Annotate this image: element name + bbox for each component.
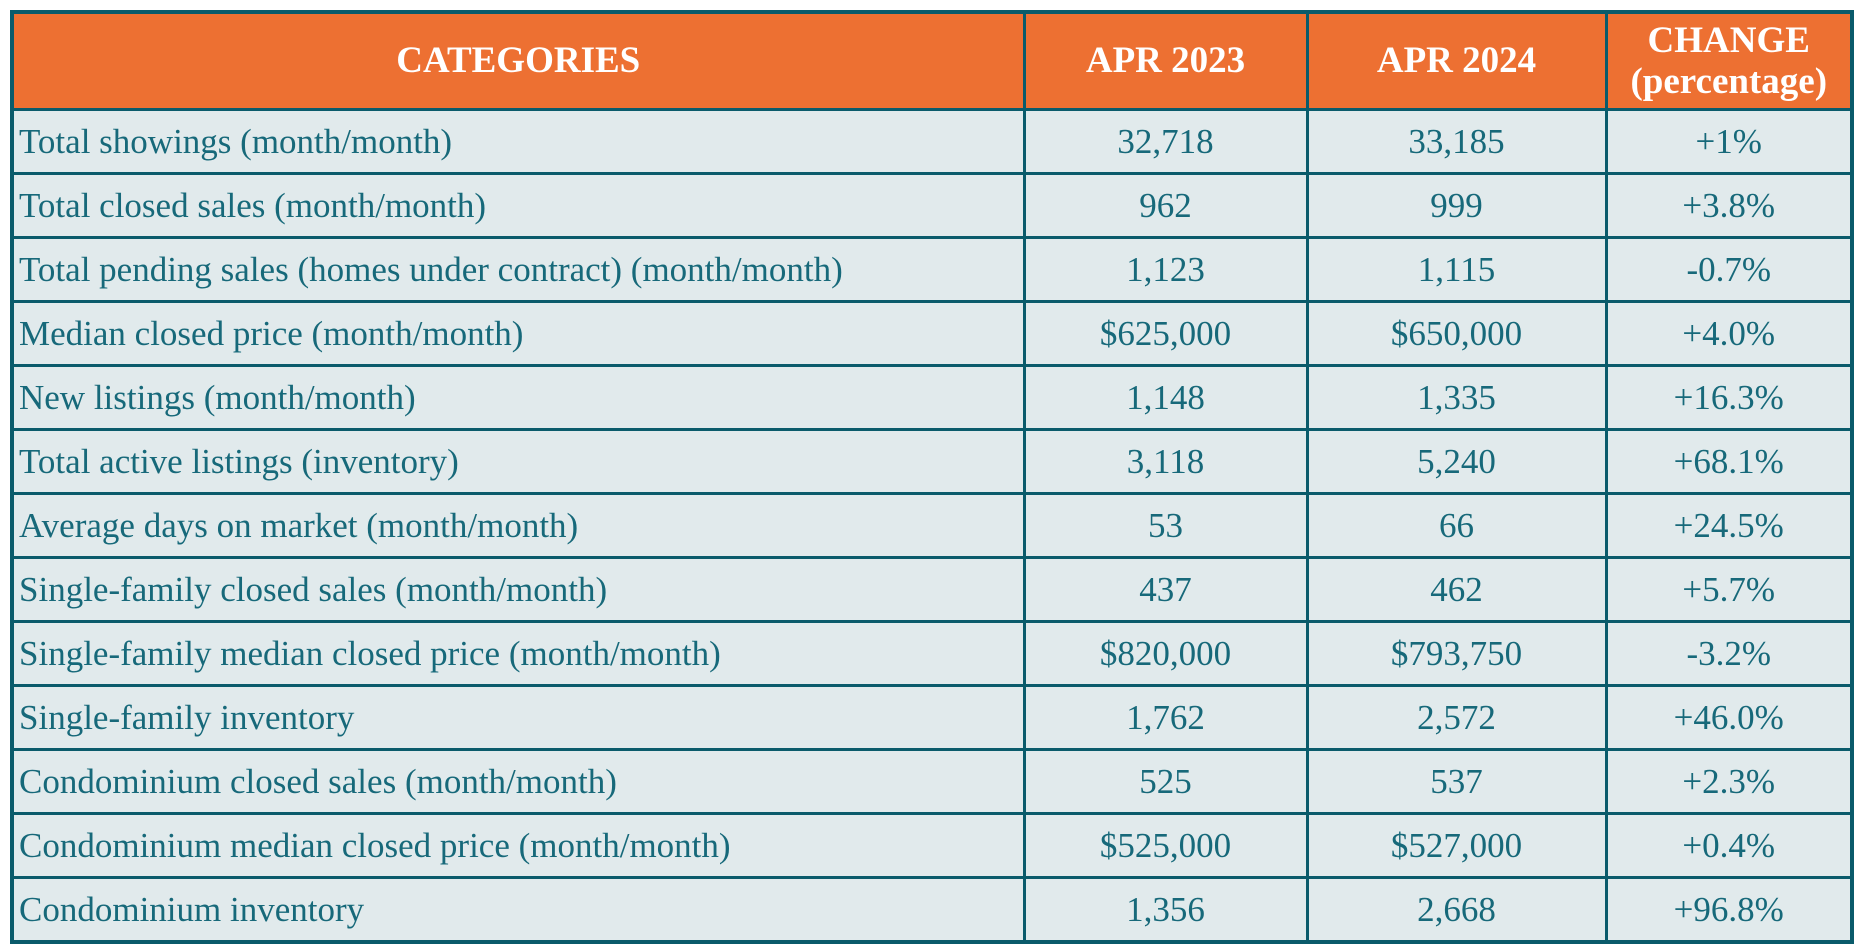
apr-2023-cell: $625,000	[1022, 300, 1309, 367]
table-row: Total pending sales (homes under contrac…	[10, 236, 1854, 303]
table-row: Condominium inventory 1,356 2,668 +96.8%	[10, 876, 1854, 944]
header-row: CATEGORIES APR 2023 APR 2024 CHANGE (per…	[10, 10, 1854, 111]
table-row: Condominium median closed price (month/m…	[10, 812, 1854, 879]
table-row: Single-family closed sales (month/month)…	[10, 556, 1854, 623]
column-header-change: CHANGE (percentage)	[1604, 10, 1854, 111]
apr-2024-cell: $793,750	[1305, 620, 1608, 687]
apr-2023-cell: 3,118	[1022, 428, 1309, 495]
table-row: Single-family inventory 1,762 2,572 +46.…	[10, 684, 1854, 751]
column-header-apr-2024: APR 2024	[1305, 10, 1608, 111]
table-row: Median closed price (month/month) $625,0…	[10, 300, 1854, 367]
change-cell: -3.2%	[1604, 620, 1854, 687]
category-cell: Median closed price (month/month)	[10, 300, 1026, 367]
category-cell: Single-family median closed price (month…	[10, 620, 1026, 687]
apr-2024-cell: 537	[1305, 748, 1608, 815]
table-row: Total active listings (inventory) 3,118 …	[10, 428, 1854, 495]
change-cell: +4.0%	[1604, 300, 1854, 367]
apr-2023-cell: $820,000	[1022, 620, 1309, 687]
table-header: CATEGORIES APR 2023 APR 2024 CHANGE (per…	[10, 10, 1854, 111]
apr-2023-cell: 32,718	[1022, 108, 1309, 175]
apr-2024-cell: 33,185	[1305, 108, 1608, 175]
change-cell: +16.3%	[1604, 364, 1854, 431]
change-cell: +96.8%	[1604, 876, 1854, 944]
table-row: Total showings (month/month) 32,718 33,1…	[10, 108, 1854, 175]
apr-2023-cell: 525	[1022, 748, 1309, 815]
apr-2023-cell: 437	[1022, 556, 1309, 623]
change-cell: +0.4%	[1604, 812, 1854, 879]
apr-2024-cell: $650,000	[1305, 300, 1608, 367]
category-cell: Total active listings (inventory)	[10, 428, 1026, 495]
change-cell: +68.1%	[1604, 428, 1854, 495]
category-cell: Total closed sales (month/month)	[10, 172, 1026, 239]
apr-2024-cell: 999	[1305, 172, 1608, 239]
market-comparison-table: CATEGORIES APR 2023 APR 2024 CHANGE (per…	[10, 10, 1854, 944]
category-cell: Condominium median closed price (month/m…	[10, 812, 1026, 879]
apr-2024-cell: 5,240	[1305, 428, 1608, 495]
apr-2024-cell: 462	[1305, 556, 1608, 623]
change-cell: +24.5%	[1604, 492, 1854, 559]
apr-2024-cell: 2,572	[1305, 684, 1608, 751]
column-header-categories: CATEGORIES	[10, 10, 1026, 111]
apr-2023-cell: 53	[1022, 492, 1309, 559]
change-cell: +2.3%	[1604, 748, 1854, 815]
apr-2024-cell: $527,000	[1305, 812, 1608, 879]
apr-2023-cell: 1,356	[1022, 876, 1309, 944]
apr-2023-cell: $525,000	[1022, 812, 1309, 879]
table-row: New listings (month/month) 1,148 1,335 +…	[10, 364, 1854, 431]
table-row: Single-family median closed price (month…	[10, 620, 1854, 687]
table-row: Condominium closed sales (month/month) 5…	[10, 748, 1854, 815]
change-cell: -0.7%	[1604, 236, 1854, 303]
column-header-apr-2023: APR 2023	[1022, 10, 1309, 111]
apr-2024-cell: 1,335	[1305, 364, 1608, 431]
category-cell: Condominium inventory	[10, 876, 1026, 944]
table-row: Total closed sales (month/month) 962 999…	[10, 172, 1854, 239]
change-cell: +1%	[1604, 108, 1854, 175]
apr-2023-cell: 962	[1022, 172, 1309, 239]
category-cell: New listings (month/month)	[10, 364, 1026, 431]
apr-2024-cell: 1,115	[1305, 236, 1608, 303]
apr-2024-cell: 66	[1305, 492, 1608, 559]
category-cell: Total showings (month/month)	[10, 108, 1026, 175]
category-cell: Single-family closed sales (month/month)	[10, 556, 1026, 623]
market-stats-container: CATEGORIES APR 2023 APR 2024 CHANGE (per…	[10, 10, 1854, 944]
table-body: Total showings (month/month) 32,718 33,1…	[10, 108, 1854, 944]
category-cell: Single-family inventory	[10, 684, 1026, 751]
change-cell: +5.7%	[1604, 556, 1854, 623]
apr-2023-cell: 1,148	[1022, 364, 1309, 431]
apr-2023-cell: 1,123	[1022, 236, 1309, 303]
table-row: Average days on market (month/month) 53 …	[10, 492, 1854, 559]
change-cell: +3.8%	[1604, 172, 1854, 239]
category-cell: Total pending sales (homes under contrac…	[10, 236, 1026, 303]
apr-2023-cell: 1,762	[1022, 684, 1309, 751]
apr-2024-cell: 2,668	[1305, 876, 1608, 944]
category-cell: Condominium closed sales (month/month)	[10, 748, 1026, 815]
category-cell: Average days on market (month/month)	[10, 492, 1026, 559]
change-cell: +46.0%	[1604, 684, 1854, 751]
